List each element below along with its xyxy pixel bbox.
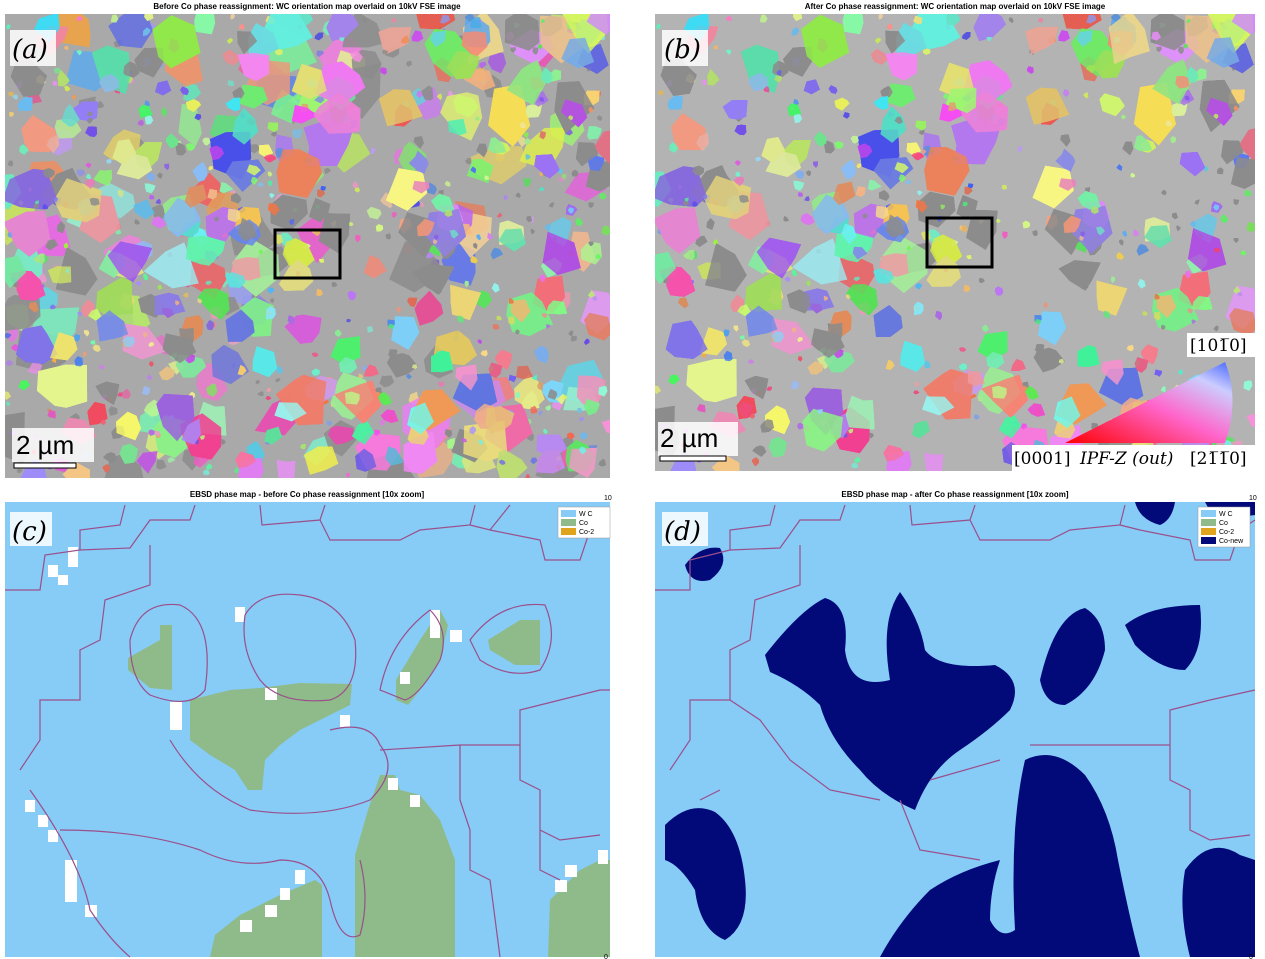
legend-label: Co [579, 520, 588, 527]
grain [1231, 157, 1265, 189]
legend: W C Co Co-2 Co-new [1198, 507, 1250, 547]
grain [194, 8, 215, 35]
legend-label: Co-2 [1219, 529, 1234, 536]
panel-label: (a) [12, 35, 48, 65]
legend-label: Co-new [1219, 538, 1244, 545]
legend-label: Co-2 [579, 529, 594, 536]
legend-label: W C [579, 511, 593, 518]
legend-swatch [1201, 537, 1216, 544]
scale-bar-label: 2 µm [660, 423, 718, 453]
panel-label: (b) [664, 35, 701, 65]
legend-swatch [1201, 519, 1216, 526]
legend-swatch [1201, 528, 1216, 535]
panel-title: EBSD phase map - after Co phase reassign… [841, 490, 1069, 499]
scale-bar [14, 463, 76, 468]
grain [924, 453, 943, 476]
panel-title: After Co phase reassignment: WC orientat… [805, 2, 1106, 11]
ipf-label: [21̅1̅0] [1190, 449, 1247, 469]
legend-swatch [1201, 510, 1216, 517]
grain [843, 8, 864, 34]
panel-label: (d) [664, 517, 701, 547]
corner-tick: 0 [1249, 954, 1253, 959]
corner-tick: 10 [1249, 495, 1257, 502]
grain [345, 392, 360, 405]
legend-swatch [561, 519, 576, 526]
legend-swatch [561, 528, 576, 535]
grain [739, 195, 749, 203]
grain [90, 198, 100, 206]
scale-bar [660, 456, 726, 461]
corner-tick: 10 [604, 495, 612, 502]
panel-label: (c) [12, 517, 47, 547]
legend-label: Co [1219, 520, 1228, 527]
panel-title: EBSD phase map - before Co phase reassig… [190, 490, 425, 499]
figure: Before Co phase reassignment: WC orienta… [0, 0, 1265, 959]
ipf-label: IPF-Z (out) [1079, 449, 1173, 469]
panel-title: Before Co phase reassignment: WC orienta… [153, 2, 461, 11]
scale-bar-label: 2 µm [16, 430, 74, 460]
legend-swatch [561, 510, 576, 517]
legend-label: W C [1219, 511, 1233, 518]
corner-tick: 0 [604, 954, 608, 959]
ipf-label: [101̅0] [1190, 336, 1247, 356]
grain [277, 460, 296, 483]
ipf-label: [0001] [1014, 449, 1071, 469]
grain [992, 386, 1007, 399]
legend: W C Co Co-2 [558, 507, 610, 538]
